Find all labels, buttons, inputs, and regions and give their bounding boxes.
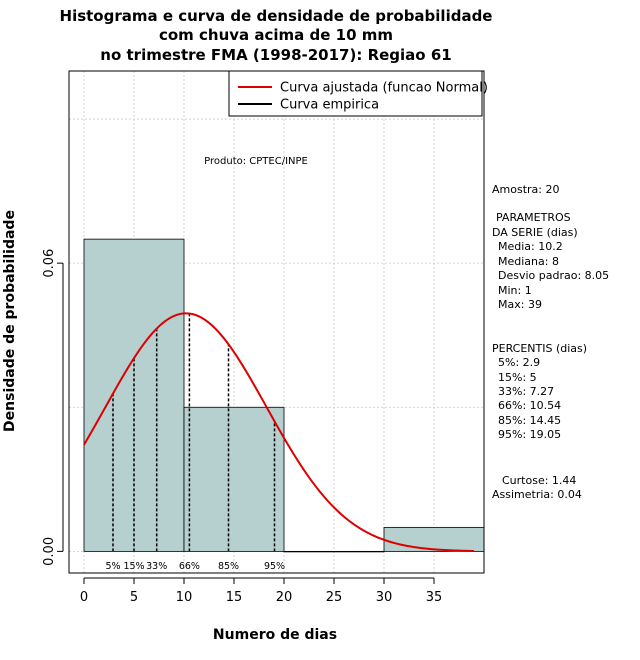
- percentile-label: 95%: [264, 561, 285, 572]
- normal-curve-layer: [83, 312, 475, 552]
- sample-size: Amostra: 20: [492, 183, 559, 196]
- percentil-5: 5%: 2.9: [498, 356, 540, 369]
- param-min: Min: 1: [498, 284, 532, 297]
- statistics-panel: Amostra: 20 PARAMETROS DA SERIE (dias) M…: [492, 183, 609, 501]
- param-max: Max: 39: [498, 298, 542, 311]
- percentile-label: 33%: [146, 561, 167, 572]
- y-tick-label: 0.06: [42, 249, 57, 278]
- legend-label-fitted: Curva ajustada (funcao Normal): [280, 81, 488, 96]
- legend-label-empirical: Curva empirica: [280, 98, 379, 113]
- x-tick-label: 10: [176, 590, 193, 605]
- x-tick-label: 35: [426, 590, 443, 605]
- chart-title-line-1: Histograma e curva de densidade de proba…: [60, 7, 493, 25]
- legend: Curva ajustada (funcao Normal) Curva emp…: [228, 70, 488, 117]
- skewness: Assimetria: 0.04: [492, 488, 582, 501]
- histogram-bar: [283, 550, 385, 553]
- percentil-15: 15%: 5: [498, 371, 537, 384]
- histogram-bar: [183, 406, 285, 552]
- y-axis-title: Densidade de probabilidade: [2, 210, 18, 432]
- normal-curve: [83, 312, 475, 552]
- percentile-lines: 5% 15% 33% 66% 85% 95%: [105, 313, 285, 572]
- x-tick-label: 5: [130, 590, 138, 605]
- param-mean: Media: 10.2: [498, 240, 563, 253]
- chart-title-line-3: no trimestre FMA (1998-2017): Regiao 61: [100, 46, 451, 64]
- product-annotation: Produto: CPTEC/INPE: [204, 156, 308, 167]
- percentil-66: 66%: 10.54: [498, 399, 561, 412]
- params-title-1: PARAMETROS: [496, 211, 571, 224]
- y-tick-label: 0.00: [42, 537, 57, 566]
- kurtosis: Curtose: 1.44: [502, 474, 576, 487]
- x-tick-label: 20: [276, 590, 293, 605]
- x-tick-label: 0: [80, 590, 88, 605]
- percentile-label: 15%: [123, 561, 144, 572]
- percentil-85: 85%: 14.45: [498, 414, 561, 427]
- percentile-label: 5%: [105, 561, 120, 572]
- percentis-title: PERCENTIS (dias): [492, 342, 587, 355]
- histogram-bar: [383, 526, 485, 552]
- percentile-label: 66%: [179, 561, 200, 572]
- x-tick-label: 15: [226, 590, 243, 605]
- percentile-label: 85%: [218, 561, 239, 572]
- x-tick-label: 25: [326, 590, 343, 605]
- percentil-33: 33%: 7.27: [498, 385, 554, 398]
- chart-title-line-2: com chuva acima de 10 mm: [159, 26, 393, 44]
- x-axis-title: Numero de dias: [213, 627, 337, 643]
- legend-box: [228, 70, 483, 117]
- percentil-95: 95%: 19.05: [498, 428, 561, 441]
- params-title-2: DA SERIE (dias): [492, 226, 578, 239]
- param-median: Mediana: 8: [498, 255, 559, 268]
- param-sd: Desvio padrao: 8.05: [498, 269, 609, 282]
- x-tick-label: 30: [376, 590, 393, 605]
